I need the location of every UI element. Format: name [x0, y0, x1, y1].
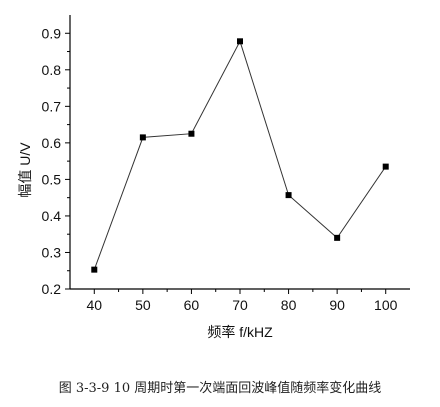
y-tick-label: 0.3	[42, 244, 62, 260]
y-tick-label: 0.8	[42, 62, 62, 78]
y-axis-title: 幅值 U/V	[17, 142, 33, 198]
data-point	[285, 192, 292, 199]
data-point	[237, 38, 243, 45]
y-tick-label: 0.4	[42, 208, 62, 224]
data-point	[91, 266, 98, 273]
chart: 0.20.30.40.50.60.70.80.940 50 60 70 80 90 100 …	[17, 15, 410, 340]
x-tick-label: 70	[232, 297, 248, 313]
x-tick-label: 80	[281, 297, 297, 313]
axes: 0.2 0.3 0.4 0.5 0.6 0.7 0.8 0.9 40 50 60 70 80 90 100	[42, 15, 410, 313]
y-tick-label: 0.2	[42, 281, 62, 297]
y-tick-label: 0.6	[42, 135, 62, 151]
data-point	[334, 234, 341, 241]
x-tick-label: 90	[329, 297, 345, 313]
x-tick-label: 40	[86, 297, 102, 313]
figure-caption: 图 3-3-9 10 周期时第一次端面回波峰值随频率变化曲线	[58, 381, 382, 396]
x-tick-label: 60	[184, 297, 200, 313]
y-tick-label: 0.5	[42, 171, 62, 187]
series	[91, 38, 389, 273]
y-tick-label: 0.9	[42, 25, 62, 41]
x-axis-title: 频率 f/kHZ	[207, 324, 273, 340]
data-point	[382, 163, 389, 170]
series-line	[93, 40, 387, 270]
data-point	[139, 134, 146, 141]
x-tick-label: 50	[135, 297, 151, 313]
x-tick-label: 100	[374, 297, 398, 313]
y-tick-label: 0.7	[42, 98, 62, 114]
data-point	[188, 130, 195, 137]
